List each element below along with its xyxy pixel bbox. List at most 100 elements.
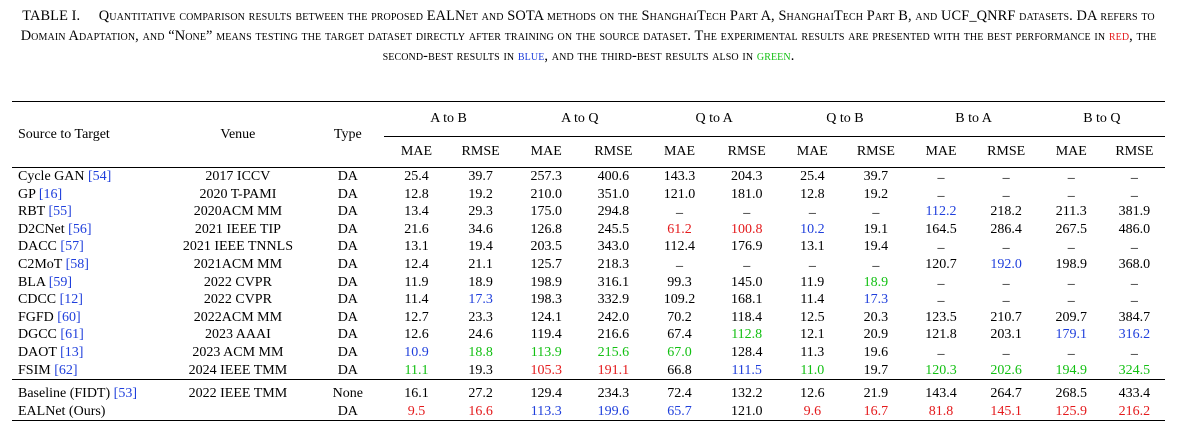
value-text: 11.4 [800,292,825,308]
value-text: 19.1 [863,221,889,237]
value-text: 21.6 [404,221,429,237]
caption-text: , the second-best results in [382,28,1157,64]
citation-link[interactable]: [62] [54,362,78,378]
citation-link[interactable]: [16] [38,186,63,202]
value-cell: 23.3 [449,309,513,327]
value-cell: 39.7 [449,168,513,186]
value-cell: 164.5 [908,221,973,239]
value-text: 181.0 [730,186,763,202]
value-cell: _ [1104,183,1165,204]
value-text: _ [1002,341,1010,357]
value-text: 121.0 [663,186,696,202]
value-text: 209.7 [1055,309,1088,325]
value-text: 21.9 [863,386,889,402]
value-text: 66.8 [667,362,692,378]
value-cell: 9.5 [384,403,448,421]
citation-link[interactable]: [54] [88,169,112,184]
value-text: 119.4 [530,327,562,343]
citation-link[interactable]: [56] [68,221,92,237]
method-name: DACC [18,239,57,255]
venue-cell: 2023 AAAI [205,327,271,343]
citation-link[interactable]: [53] [113,386,137,402]
venue-cell: 2021ACM MM [193,256,283,272]
value-cell: 10.9 [384,344,448,362]
value-cell: _ [1039,166,1104,186]
type-cell: DA [337,362,358,378]
method-name: FSIM [18,362,51,378]
value-text: 11.3 [800,344,825,360]
value-cell: 125.9 [1039,403,1104,421]
value-text: 143.3 [663,169,696,184]
value-cell: 105.3 [513,362,580,380]
value-cell: 16.7 [843,403,908,421]
value-cell: 13.1 [384,238,448,256]
value-cell: 11.3 [781,344,843,362]
value-text: 486.0 [1118,221,1151,237]
method-name: CDCC [18,292,57,308]
value-cell: 11.0 [781,362,843,380]
value-text: 61.2 [667,221,692,237]
value-cell: 194.9 [1039,362,1104,380]
citation-link[interactable]: [58] [65,256,89,272]
header-group: Q to A [646,101,782,137]
citation-link[interactable]: [60] [57,309,81,325]
value-cell: _ [974,236,1039,256]
value-cell: _ [908,236,973,256]
header-rmse: RMSE [856,144,895,160]
value-cell: 209.7 [1039,309,1104,327]
value-cell: _ [1039,342,1104,362]
value-text: 198.3 [530,292,562,308]
caption-text: . [790,48,795,64]
value-cell: 216.2 [1104,403,1165,421]
value-text: 286.4 [990,221,1022,237]
value-text: _ [1067,289,1075,305]
citation-link[interactable]: [57] [60,239,84,255]
table-row: BLA [59] 2022 CVPR DA 11.9 18.9 198.9 316.1 99.… [12,272,1165,292]
value-cell: 203.5 [513,238,580,256]
value-text: _ [937,289,945,305]
value-cell: 11.4 [384,291,448,309]
citation-link[interactable]: [12] [59,292,83,308]
citation-link[interactable]: [61] [60,327,84,343]
value-cell: 11.4 [781,291,843,309]
method-cell: C2MoT [58] [12,256,165,274]
header-rmse: RMSE [594,144,633,160]
value-cell: 17.3 [449,291,513,309]
value-text: 198.9 [1055,256,1088,272]
value-text: _ [1130,183,1138,199]
value-cell: 203.1 [974,326,1039,344]
method-name: GP [18,186,36,202]
value-cell: 67.0 [647,344,712,362]
value-text: 203.1 [990,327,1022,343]
value-text: _ [1002,183,1010,199]
value-cell: 18.9 [449,274,513,292]
value-cell: _ [974,183,1039,204]
value-text: 132.2 [730,386,763,402]
value-cell: 215.6 [580,344,647,362]
value-text: 210.7 [990,309,1022,325]
value-text: _ [676,253,684,269]
value-cell: 19.1 [843,221,908,239]
citation-link[interactable]: [59] [48,274,73,290]
citation-link[interactable]: [55] [48,204,72,220]
venue-cell: 2022 IEEE TMM [188,386,288,402]
value-cell: 19.2 [449,186,513,204]
venue-cell: 2017 ICCV [205,169,271,184]
value-cell: 264.7 [974,380,1039,403]
header-group: B to A [908,101,1039,137]
value-text: 120.3 [925,362,957,378]
value-cell: 112.2 [908,203,973,221]
value-cell: 65.7 [647,403,712,421]
value-cell: 145.0 [712,274,781,292]
value-cell: 316.2 [1104,326,1165,344]
citation-link[interactable]: [13] [60,344,84,360]
value-text: 113.9 [530,344,562,360]
value-cell: _ [843,254,908,274]
venue-cell: 2022 CVPR [203,274,272,290]
value-text: 121.8 [925,327,957,343]
method-name: EALNet (Ours) [18,403,106,419]
value-cell: 343.0 [580,238,647,256]
value-text: _ [1002,289,1010,305]
value-text: 11.9 [800,274,825,290]
header-mae: MAE [1055,144,1087,160]
